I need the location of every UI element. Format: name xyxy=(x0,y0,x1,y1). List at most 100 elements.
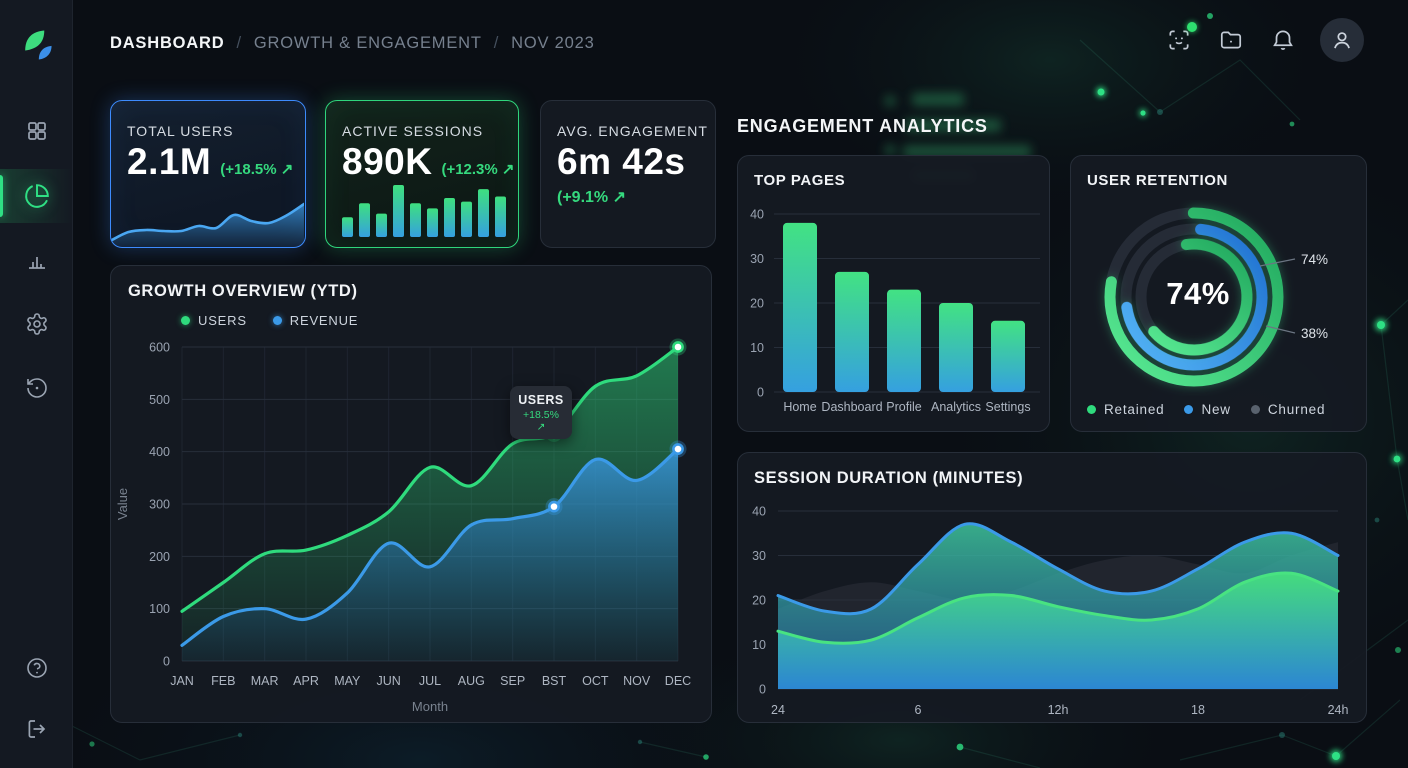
logout-icon xyxy=(28,720,45,738)
svg-text:6: 6 xyxy=(915,703,922,717)
breadcrumb-section[interactable]: GROWTH & ENGAGEMENT xyxy=(253,34,482,52)
svg-text:MAY: MAY xyxy=(334,674,361,688)
tooltip-change: +18.5% ↗ xyxy=(523,409,559,433)
svg-text:74%: 74% xyxy=(1301,252,1328,267)
svg-text:24: 24 xyxy=(771,703,785,717)
user-avatar[interactable] xyxy=(1320,18,1364,62)
svg-text:BST: BST xyxy=(542,674,567,688)
svg-text:Month: Month xyxy=(412,699,448,714)
stat-value: 6m 42s xyxy=(557,141,686,182)
chart-tooltip: USERS +18.5% ↗ xyxy=(510,386,572,439)
pie-chart-icon xyxy=(24,184,49,208)
legend-label: USERS xyxy=(198,313,247,328)
legend-item-new[interactable]: New xyxy=(1184,402,1230,417)
growth-overview-card: GROWTH OVERVIEW (YTD) USERS REVENUE 0 100… xyxy=(110,265,712,723)
growth-legend: USERS REVENUE xyxy=(181,313,358,328)
user-retention-card: USER RETENTION 74% 38% 74% Retained New C… xyxy=(1070,155,1367,432)
gear-icon xyxy=(26,313,47,335)
sessions-minibar-chart xyxy=(342,185,506,237)
scan-button[interactable] xyxy=(1164,22,1197,55)
active-indicator xyxy=(0,175,3,217)
face-scan-icon xyxy=(1169,30,1189,50)
breadcrumb-period[interactable]: NOV 2023 xyxy=(511,34,595,52)
session-duration-card: SESSION DURATION (MINUTES) 0 10 20 30 40 24 6 1… xyxy=(737,452,1367,723)
session-chart-svg: 0 10 20 30 40 24 6 12h 18 24h xyxy=(752,505,1348,718)
legend-label: REVENUE xyxy=(289,313,359,328)
notification-dot xyxy=(1187,22,1197,32)
svg-text:30: 30 xyxy=(750,252,764,266)
svg-text:JAN: JAN xyxy=(170,674,194,688)
stat-change: (+18.5% ↗ xyxy=(220,161,294,178)
legend-label: Retained xyxy=(1104,402,1165,417)
engagement-section-title: ENGAGEMENT ANALYTICS xyxy=(737,116,988,136)
churned-legend-dot xyxy=(1250,405,1260,414)
svg-text:SEP: SEP xyxy=(500,674,525,688)
bar-chart-icon xyxy=(28,257,45,269)
svg-text:OCT: OCT xyxy=(582,674,609,688)
retention-center-value: 74% xyxy=(1166,276,1230,311)
legend-item-revenue[interactable]: REVENUE xyxy=(272,313,359,328)
users-sparkline xyxy=(111,202,305,247)
svg-text:300: 300 xyxy=(149,498,170,512)
app-logo[interactable] xyxy=(0,20,73,70)
stat-change: (+9.1% ↗ xyxy=(557,189,626,206)
session-title: SESSION DURATION (MINUTES) xyxy=(754,469,1024,487)
svg-text:400: 400 xyxy=(149,445,170,459)
retention-donut-svg: 74% 38% xyxy=(1104,207,1328,387)
stat-value: 2.1M xyxy=(127,141,212,182)
sidebar-item-history[interactable] xyxy=(0,364,73,412)
top-pages-chart-svg: 0 10 20 30 40 Home Dashboard Profile Analytics Se… xyxy=(750,208,1040,414)
history-icon xyxy=(26,378,47,398)
users-legend-dot xyxy=(181,316,190,325)
svg-text:100: 100 xyxy=(149,602,170,616)
breadcrumb-dashboard[interactable]: DASHBOARD xyxy=(110,34,225,52)
sidebar xyxy=(0,0,73,768)
stat-change: (+12.3% ↗ xyxy=(441,161,515,178)
legend-item-retained[interactable]: Retained xyxy=(1087,402,1164,417)
top-pages-card: TOP PAGES 0 10 20 30 40 Home Dashboard Profile A… xyxy=(737,155,1050,432)
growth-card-title: GROWTH OVERVIEW (YTD) xyxy=(128,282,358,300)
growth-chart-svg: 0 100 200 300 400 500 600 JAN FEB MAR APR MAY JUN JUL… xyxy=(115,338,691,714)
new-legend-dot xyxy=(1184,405,1194,414)
legend-item-churned[interactable]: Churned xyxy=(1250,402,1326,417)
bell-icon xyxy=(1273,30,1293,50)
grid-icon xyxy=(27,122,46,140)
legend-item-users[interactable]: USERS xyxy=(181,313,247,328)
top-actions xyxy=(1164,18,1364,62)
svg-text:20: 20 xyxy=(750,297,764,311)
sidebar-item-help[interactable] xyxy=(0,644,73,692)
retention-title: USER RETENTION xyxy=(1087,172,1228,189)
svg-text:600: 600 xyxy=(149,341,170,355)
svg-text:FEB: FEB xyxy=(211,674,235,688)
svg-text:30: 30 xyxy=(752,549,766,563)
svg-text:Profile: Profile xyxy=(886,400,921,414)
sidebar-item-dashboard[interactable] xyxy=(0,107,73,155)
stat-card-active-sessions: ACTIVE SESSIONS 890K (+12.3% ↗ xyxy=(325,100,519,248)
legend-label: New xyxy=(1201,402,1231,417)
sidebar-item-logout[interactable] xyxy=(0,705,73,753)
breadcrumb-separator: / xyxy=(236,34,242,52)
legend-label: Churned xyxy=(1267,402,1326,417)
folder-icon xyxy=(1220,31,1242,49)
svg-text:12h: 12h xyxy=(1048,703,1069,717)
notifications-button[interactable] xyxy=(1268,25,1298,55)
svg-text:DEC: DEC xyxy=(665,674,691,688)
sidebar-item-stats[interactable] xyxy=(0,236,73,284)
stat-label: ACTIVE SESSIONS xyxy=(342,123,484,139)
sidebar-item-analytics[interactable] xyxy=(0,169,73,223)
svg-text:38%: 38% xyxy=(1301,326,1328,341)
svg-text:JUN: JUN xyxy=(377,674,401,688)
svg-text:APR: APR xyxy=(293,674,319,688)
svg-text:10: 10 xyxy=(750,341,764,355)
stat-card-avg-engagement: AVG. ENGAGEMENT 6m 42s (+9.1% ↗ xyxy=(540,100,716,248)
breadcrumb-separator: / xyxy=(493,34,500,52)
svg-text:40: 40 xyxy=(750,208,764,222)
svg-text:AUG: AUG xyxy=(458,674,485,688)
sidebar-item-settings[interactable] xyxy=(0,300,73,348)
svg-text:10: 10 xyxy=(752,638,766,652)
retention-legend: Retained New Churned xyxy=(1087,402,1325,417)
svg-text:Home: Home xyxy=(783,400,816,414)
tooltip-series: USERS xyxy=(518,393,564,407)
files-button[interactable] xyxy=(1216,25,1246,55)
svg-text:200: 200 xyxy=(149,550,170,564)
